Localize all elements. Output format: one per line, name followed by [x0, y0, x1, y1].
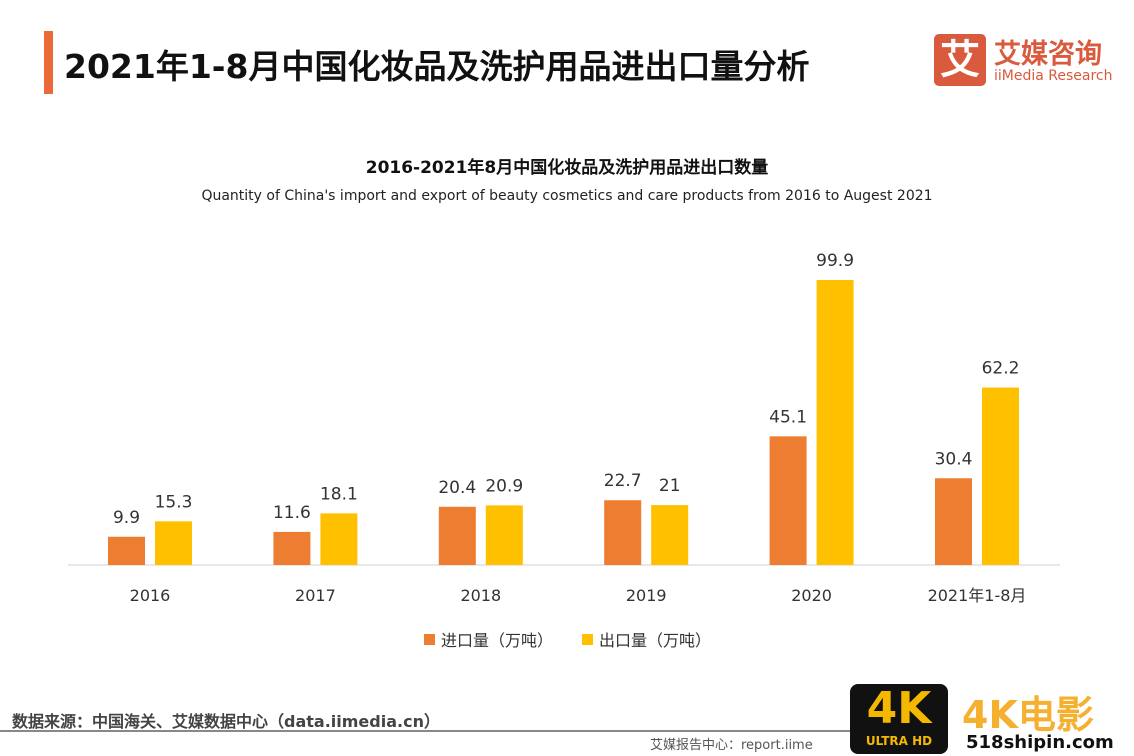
title-accent-bar — [44, 31, 53, 94]
bar-export — [320, 513, 358, 565]
data-label: 62.2 — [982, 359, 1020, 379]
watermark: 4K ULTRA HD 4K电影 518shipin.com — [850, 684, 1134, 756]
bar-export — [982, 387, 1019, 565]
watermark-cn: 4K电影 — [962, 693, 1094, 737]
data-label: 99.9 — [816, 251, 854, 271]
data-label: 9.9 — [113, 508, 140, 528]
data-source: 数据来源：中国海关、艾媒数据中心（data.iimedia.cn） — [12, 712, 440, 731]
chart-title: 2016-2021年8月中国化妆品及洗护用品进出口数量 — [365, 158, 769, 178]
logo: 艾 艾媒咨询 iiMedia Research — [934, 32, 1114, 88]
bar-import — [108, 536, 145, 565]
data-label: 11.6 — [273, 503, 311, 523]
bar-export — [155, 521, 192, 565]
watermark-badge: 4K ULTRA HD — [850, 684, 948, 754]
bar-import — [935, 478, 972, 565]
watermark-badge-text: 4K — [866, 683, 932, 734]
bar-export — [651, 505, 689, 565]
x-tick-label: 2019 — [626, 586, 667, 605]
legend-swatch — [424, 634, 435, 645]
bar-import — [769, 436, 807, 565]
legend-label: 进口量（万吨） — [441, 631, 553, 650]
data-label: 45.1 — [769, 407, 807, 427]
bar-import — [604, 500, 642, 565]
data-label: 30.4 — [935, 449, 973, 469]
x-tick-label: 2016 — [130, 586, 171, 605]
logo-cn: 艾媒咨询 — [994, 39, 1102, 70]
bar-export — [485, 505, 523, 565]
legend-swatch — [582, 634, 593, 645]
data-label: 21 — [659, 476, 681, 496]
x-tick-label: 2020 — [791, 586, 832, 605]
x-tick-label: 2018 — [460, 586, 501, 605]
data-label: 18.1 — [320, 484, 358, 504]
data-label: 20.9 — [485, 476, 523, 496]
watermark-url: 518shipin.com — [966, 732, 1114, 753]
legend-label: 出口量（万吨） — [599, 631, 711, 650]
data-label: 15.3 — [155, 492, 193, 512]
watermark-badge-sub: ULTRA HD — [865, 734, 933, 748]
chart-subtitle: Quantity of China's import and export of… — [201, 188, 933, 204]
bar-import — [273, 531, 311, 565]
bar-export — [816, 280, 854, 565]
logo-mark: 艾 — [934, 34, 986, 86]
logo-en: iiMedia Research — [994, 68, 1113, 84]
data-label: 22.7 — [604, 471, 642, 491]
page-title: 2021年1-8月中国化妆品及洗护用品进出口量分析 — [64, 47, 810, 86]
report-link[interactable]: 艾媒报告中心：report.iime — [650, 738, 813, 753]
divider — [0, 730, 860, 732]
data-label: 20.4 — [438, 478, 476, 498]
x-tick-label: 2017 — [295, 586, 336, 605]
x-tick-label: 2021年1-8月 — [928, 586, 1027, 605]
bar-import — [438, 506, 476, 565]
